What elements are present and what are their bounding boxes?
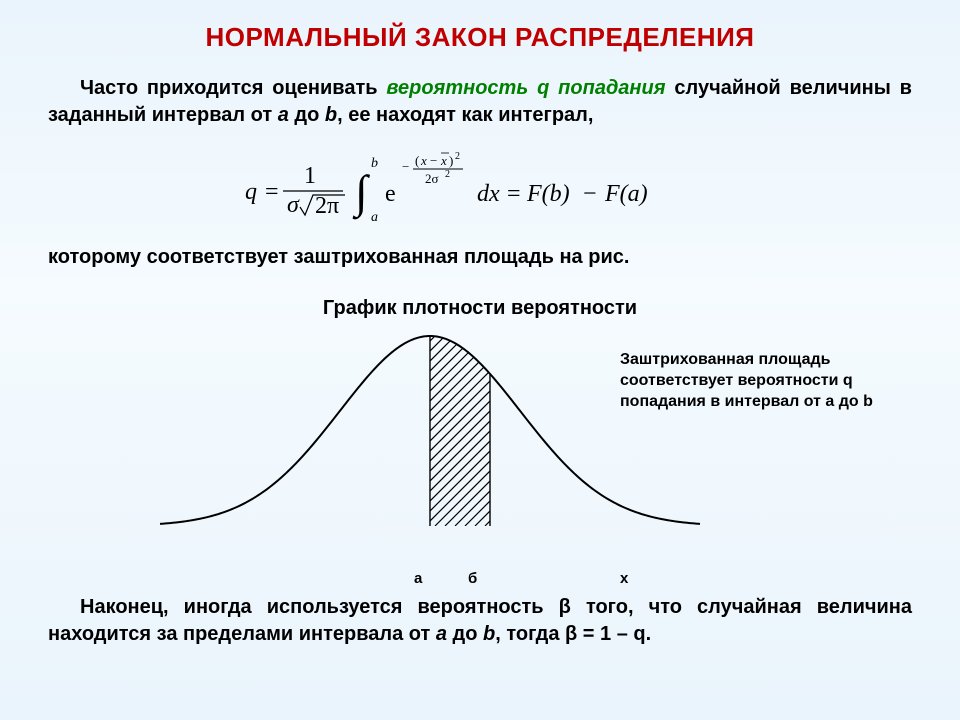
f-one: 1 — [304, 163, 316, 189]
beta-paragraph: Наконец, иногда используется вероятность… — [48, 594, 912, 648]
p3-a: а — [436, 623, 447, 645]
axis-label-a: а — [414, 570, 422, 587]
p3-b: b — [483, 623, 495, 645]
ann-l3: попадания в интервал от a до b — [620, 393, 873, 410]
f-exp-sq2: 2 — [445, 169, 450, 180]
svg-text:∫: ∫ — [352, 166, 370, 220]
axis-label-b: б — [468, 570, 477, 587]
f-minus: − — [583, 181, 597, 207]
chart-annotation: Заштрихованная площадь соответствует вер… — [620, 350, 890, 412]
p1-pre: Часто приходится оценивать — [80, 77, 386, 99]
svg-text:): ) — [449, 153, 453, 168]
p3-mid: до — [447, 623, 483, 645]
f-sigma: σ — [287, 192, 300, 218]
f-exp-sq1: 2 — [455, 151, 460, 162]
f-exp-den: 2σ — [425, 171, 439, 186]
f-Fb: F(b) — [526, 181, 570, 207]
svg-text:x: x — [420, 153, 427, 168]
p1-tail: , ее находят как интеграл, — [337, 104, 593, 126]
f-2pi: 2π — [315, 193, 339, 219]
f-e: e — [385, 181, 396, 207]
f-int-b: b — [371, 156, 378, 171]
chart-title: График плотности вероятности — [0, 297, 960, 320]
f-Fa: F(a) — [604, 181, 648, 207]
formula-block: q = 1 σ 2π ∫ a b e − (x − x) 2 — [0, 149, 960, 234]
f-eq: = — [507, 181, 521, 207]
formula-svg: q = 1 σ 2π ∫ a b e − (x − x) 2 — [245, 149, 715, 229]
area-note: которому соответствует заштрихованная пл… — [48, 246, 912, 269]
svg-text:x: x — [440, 153, 447, 168]
f-int-a: a — [371, 210, 378, 225]
axis-label-x: x — [620, 570, 628, 587]
f-dx: dx — [477, 181, 500, 207]
f-q: q — [245, 179, 257, 205]
f-exp-minus: − — [430, 153, 437, 168]
p1-highlight: вероятность q попадания — [386, 77, 665, 99]
svg-text:(: ( — [415, 153, 419, 168]
svg-text:=: = — [265, 179, 279, 205]
intro-paragraph: Часто приходится оценивать вероятность q… — [48, 75, 912, 129]
p3-tail: , тогда β = 1 – q. — [495, 623, 651, 645]
p1-a: а — [278, 104, 289, 126]
ann-l2: соответствует вероятности q — [620, 372, 853, 389]
p1-mid: до — [289, 104, 325, 126]
ann-l1: Заштрихованная площадь — [620, 351, 830, 368]
svg-text:−: − — [402, 159, 409, 174]
density-chart: Заштрихованная площадь соответствует вер… — [70, 326, 890, 576]
p1-b: b — [325, 104, 337, 126]
page-title: НОРМАЛЬНЫЙ ЗАКОН РАСПРЕДЕЛЕНИЯ — [0, 0, 960, 53]
